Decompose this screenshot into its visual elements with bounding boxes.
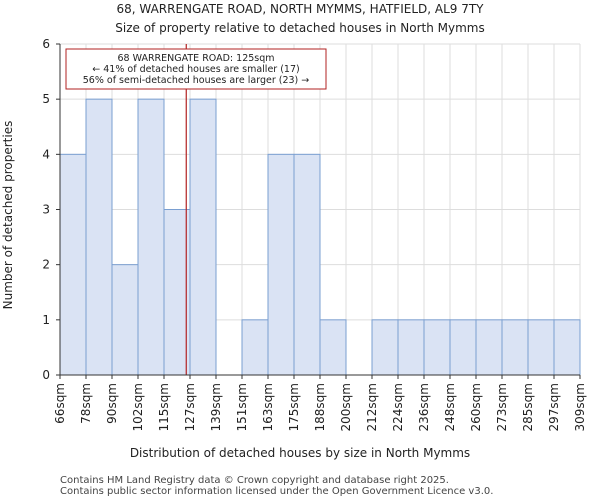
x-tick-label: 273sqm bbox=[495, 383, 509, 431]
bar bbox=[449, 319, 477, 376]
bar bbox=[553, 319, 581, 376]
bar bbox=[85, 98, 113, 376]
annotation-line-1: 68 WARRENGATE ROAD: 125sqm bbox=[117, 53, 274, 64]
bar bbox=[137, 98, 165, 376]
x-tick-label: 188sqm bbox=[313, 383, 327, 431]
x-tick-label: 236sqm bbox=[417, 383, 431, 431]
footer-licence: Contains public sector information licen… bbox=[60, 486, 493, 497]
x-ticks: 66sqm 78sqm 90sqm 102sqm 115sqm 127sqm 139sqm 1… bbox=[53, 375, 587, 431]
x-tick-label: 285sqm bbox=[521, 383, 535, 431]
y-tick-label: 6 bbox=[42, 37, 50, 51]
x-tick-label: 151sqm bbox=[235, 383, 249, 431]
y-ticks: 0 1 2 3 4 5 6 bbox=[42, 37, 60, 382]
x-tick-label: 224sqm bbox=[391, 383, 405, 431]
x-tick-label: 66sqm bbox=[53, 383, 67, 424]
y-tick-label: 4 bbox=[42, 147, 50, 161]
bar bbox=[319, 319, 347, 376]
x-tick-label: 102sqm bbox=[131, 383, 145, 431]
x-tick-label: 260sqm bbox=[469, 383, 483, 431]
x-tick-label: 163sqm bbox=[261, 383, 275, 431]
x-tick-label: 175sqm bbox=[287, 383, 301, 431]
x-tick-label: 115sqm bbox=[157, 383, 171, 431]
bar bbox=[475, 319, 503, 376]
annotation-frame bbox=[65, 48, 327, 90]
bars bbox=[59, 98, 581, 376]
x-tick-label: 139sqm bbox=[209, 383, 223, 431]
bar bbox=[371, 319, 399, 376]
bar bbox=[423, 319, 451, 376]
bar bbox=[59, 153, 87, 376]
x-tick-label: 90sqm bbox=[105, 383, 119, 424]
y-tick-label: 0 bbox=[42, 368, 50, 382]
bar bbox=[397, 319, 425, 376]
bar bbox=[527, 319, 555, 376]
y-tick-label: 1 bbox=[42, 313, 50, 327]
y-tick-label: 5 bbox=[42, 92, 50, 106]
x-tick-label: 309sqm bbox=[573, 383, 587, 431]
annotation-line-2: ← 41% of detached houses are smaller (17… bbox=[92, 64, 299, 75]
chart-title-address: 68, WARRENGATE ROAD, NORTH MYMMS, HATFIE… bbox=[116, 2, 484, 16]
chart-title: Size of property relative to detached ho… bbox=[115, 21, 485, 35]
bar bbox=[267, 153, 295, 376]
x-tick-label: 248sqm bbox=[443, 383, 457, 431]
x-tick-label: 212sqm bbox=[365, 383, 379, 431]
annotation-box: 68 WARRENGATE ROAD: 125sqm ← 41% of deta… bbox=[65, 48, 327, 90]
x-tick-label: 78sqm bbox=[79, 383, 93, 424]
x-tick-label: 297sqm bbox=[547, 383, 561, 431]
y-axis-label: Number of detached properties bbox=[1, 121, 15, 310]
y-tick-label: 2 bbox=[42, 258, 50, 272]
annotation-line-3: 56% of semi-detached houses are larger (… bbox=[83, 75, 310, 86]
x-axis-label: Distribution of detached houses by size … bbox=[130, 446, 470, 460]
x-tick-label: 200sqm bbox=[339, 383, 353, 431]
bar bbox=[111, 264, 139, 376]
y-tick-label: 3 bbox=[42, 203, 50, 217]
bar bbox=[501, 319, 529, 376]
footer-copyright: Contains HM Land Registry data © Crown c… bbox=[60, 475, 449, 486]
bar bbox=[293, 153, 321, 376]
bar bbox=[189, 98, 217, 376]
x-tick-label: 127sqm bbox=[183, 383, 197, 431]
bar bbox=[241, 319, 269, 376]
